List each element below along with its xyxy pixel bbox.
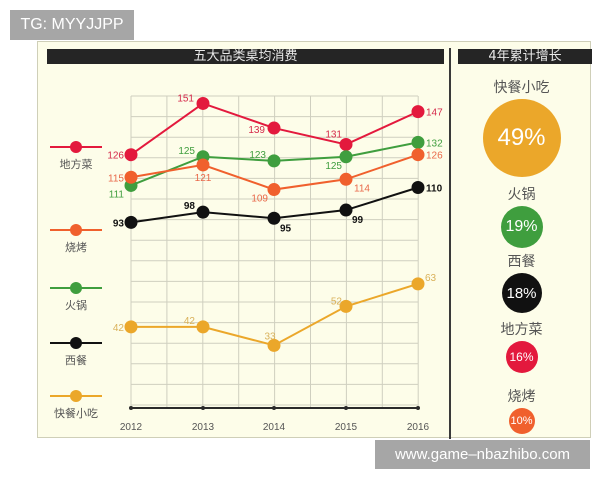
data-label: 33 <box>264 331 276 342</box>
data-point <box>196 158 210 172</box>
growth-title: 4年累计增长 <box>458 49 592 64</box>
legend-item: 快餐小吃 <box>46 389 106 421</box>
data-label: 114 <box>354 183 370 194</box>
data-label: 125 <box>178 146 195 157</box>
growth-label: 西餐 <box>507 254 536 270</box>
data-point <box>411 181 425 194</box>
data-label: 111 <box>109 189 125 200</box>
series-火锅: 111 125 123 125 132 <box>109 135 443 200</box>
legend-marker-icon <box>50 224 102 236</box>
data-label: 110 <box>426 184 443 195</box>
infographic-panel: 五大品类桌均消费 4年累计增长 2012 2013 2014 2015 2016 126 1… <box>37 41 592 439</box>
data-label: 95 <box>280 223 292 234</box>
data-label: 115 <box>108 173 124 184</box>
x-tick-label: 2012 <box>120 422 143 433</box>
data-point <box>267 338 281 352</box>
legend-marker-icon <box>50 390 102 402</box>
legend-item: 地方菜 <box>46 140 106 172</box>
data-point <box>196 96 210 110</box>
legend-label: 火锅 <box>65 299 87 312</box>
data-label: 139 <box>248 125 265 136</box>
growth-label: 快餐小吃 <box>493 80 550 96</box>
data-point <box>124 320 138 334</box>
legend-label: 西餐 <box>65 354 87 367</box>
growth-item: 火锅 19% <box>451 184 592 248</box>
data-point <box>124 215 138 229</box>
data-label: 42 <box>184 316 196 327</box>
watermark-top: TG: MYYJJPP <box>10 10 134 40</box>
data-label: 147 <box>426 108 443 119</box>
data-label: 121 <box>195 173 212 184</box>
growth-item: 西餐 18% <box>451 251 592 313</box>
legend-item: 烧烤 <box>46 223 106 255</box>
growth-label: 烧烤 <box>507 389 536 405</box>
legend-marker-icon <box>50 141 102 153</box>
data-point <box>196 320 210 334</box>
data-point <box>411 135 425 149</box>
chart-grid <box>130 95 419 408</box>
data-point <box>267 121 281 135</box>
data-point <box>411 105 425 119</box>
growth-badge: 18% <box>501 273 542 313</box>
data-label: 109 <box>251 194 268 205</box>
growth-label: 地方菜 <box>500 322 543 338</box>
data-point <box>267 154 281 168</box>
legend-marker-icon <box>50 282 102 294</box>
growth-label: 火锅 <box>507 187 536 203</box>
x-tick-label: 2014 <box>263 422 286 433</box>
x-tick-label: 2016 <box>407 422 430 433</box>
data-label: 151 <box>177 93 194 104</box>
x-tick-label: 2013 <box>192 422 215 433</box>
data-label: 126 <box>107 151 124 162</box>
growth-badge: 49% <box>482 99 561 177</box>
data-point <box>411 148 425 162</box>
growth-badge: 10% <box>508 408 535 434</box>
data-point <box>267 183 281 197</box>
data-label: 52 <box>331 296 343 307</box>
data-label: 42 <box>113 323 125 334</box>
chart-title: 五大品类桌均消费 <box>47 49 444 64</box>
growth-item: 快餐小吃 49% <box>451 77 592 177</box>
data-point <box>267 211 281 225</box>
data-label: 99 <box>352 215 364 226</box>
data-label: 131 <box>325 129 342 140</box>
series-西餐: 93 98 95 99 110 <box>113 181 443 234</box>
data-point <box>124 170 138 184</box>
data-label: 125 <box>325 161 342 172</box>
data-label: 98 <box>184 201 196 212</box>
legend-label: 烧烤 <box>65 241 87 254</box>
growth-badge: 19% <box>500 206 543 248</box>
data-point <box>339 137 353 151</box>
data-point <box>339 150 353 164</box>
data-label: 132 <box>426 138 443 149</box>
data-point <box>196 205 210 219</box>
series-快餐小吃: 42 42 33 52 63 <box>113 273 437 352</box>
data-point <box>411 277 425 291</box>
legend-label: 地方菜 <box>59 158 93 171</box>
legend-item: 西餐 <box>46 336 106 368</box>
growth-summary: 快餐小吃 49% 火锅 19% 西餐 18% 地方菜 16% 烧烤 10% <box>451 68 592 438</box>
data-label: 63 <box>425 273 437 284</box>
growth-item: 地方菜 16% <box>451 319 592 373</box>
legend-label: 快餐小吃 <box>54 407 98 420</box>
data-point <box>339 299 353 313</box>
data-point <box>339 172 353 186</box>
series-烧烤: 115 121 109 114 126 <box>108 148 443 205</box>
legend-marker-icon <box>50 337 102 349</box>
growth-badge: 16% <box>505 341 538 373</box>
data-label: 93 <box>113 218 125 229</box>
x-axis: 2012 2013 2014 2015 2016 <box>120 406 430 433</box>
panel-divider <box>449 48 451 439</box>
data-point <box>339 203 353 217</box>
data-label: 126 <box>426 151 443 162</box>
data-point <box>124 148 138 162</box>
legend-item: 火锅 <box>46 281 106 313</box>
x-tick-label: 2015 <box>335 422 358 433</box>
line-chart: 2012 2013 2014 2015 2016 126 151 139 131 147 111 12… <box>107 93 443 433</box>
growth-item: 烧烤 10% <box>451 386 592 434</box>
watermark-bottom: www.game–nbazhibo.com <box>375 440 590 469</box>
data-label: 123 <box>249 150 266 161</box>
series-地方菜: 126 151 139 131 147 <box>107 93 443 161</box>
